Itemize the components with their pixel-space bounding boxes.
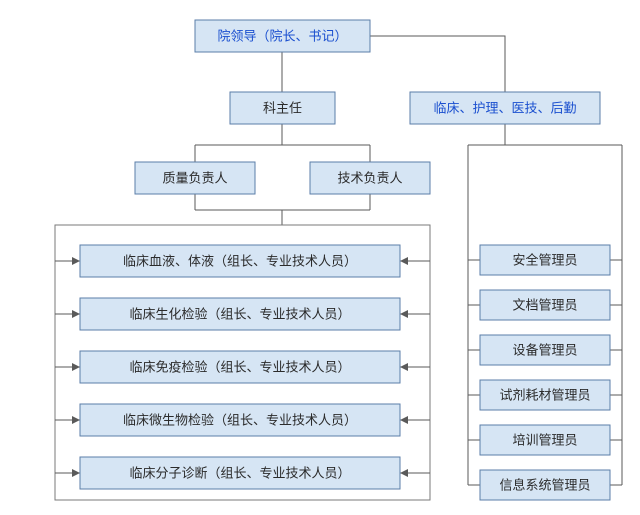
node-clin1-label: 临床血液、体液（组长、专业技术人员） — [123, 253, 357, 268]
node-quality: 质量负责人 — [135, 162, 255, 194]
node-clin5-label: 临床分子诊断（组长、专业技术人员） — [129, 465, 350, 480]
node-side: 临床、护理、医技、后勤 — [410, 92, 600, 124]
node-clin5: 临床分子诊断（组长、专业技术人员） — [80, 457, 400, 489]
node-mgr3: 设备管理员 — [480, 335, 610, 365]
node-clin4-label: 临床微生物检验（组长、专业技术人员） — [123, 412, 357, 427]
node-director: 科主任 — [230, 92, 335, 124]
node-root-label: 院领导（院长、书记） — [217, 28, 347, 43]
node-mgr6-label: 信息系统管理员 — [499, 477, 590, 492]
node-mgr2: 文档管理员 — [480, 290, 610, 320]
node-mgr5-label: 培训管理员 — [512, 432, 577, 447]
node-root: 院领导（院长、书记） — [195, 20, 370, 52]
node-clin4: 临床微生物检验（组长、专业技术人员） — [80, 404, 400, 436]
node-tech-label: 技术负责人 — [337, 170, 402, 185]
node-clin3-label: 临床免疫检验（组长、专业技术人员） — [129, 359, 350, 374]
node-mgr5: 培训管理员 — [480, 425, 610, 455]
org-chart: 院领导（院长、书记） 科主任 临床、护理、医技、后勤 质量负责人 技术负责人 临… — [0, 0, 640, 515]
node-mgr4-label: 试剂耗材管理员 — [499, 387, 590, 402]
node-mgr4: 试剂耗材管理员 — [480, 380, 610, 410]
node-director-label: 科主任 — [263, 100, 302, 115]
node-mgr1-label: 安全管理员 — [512, 252, 577, 267]
edge-root-side — [370, 36, 505, 92]
node-tech: 技术负责人 — [310, 162, 430, 194]
node-mgr3-label: 设备管理员 — [512, 342, 577, 357]
node-clin2-label: 临床生化检验（组长、专业技术人员） — [129, 306, 350, 321]
node-quality-label: 质量负责人 — [162, 170, 227, 185]
node-clin3: 临床免疫检验（组长、专业技术人员） — [80, 351, 400, 383]
node-clin1: 临床血液、体液（组长、专业技术人员） — [80, 245, 400, 277]
node-mgr6: 信息系统管理员 — [480, 470, 610, 500]
node-mgr1: 安全管理员 — [480, 245, 610, 275]
node-clin2: 临床生化检验（组长、专业技术人员） — [80, 298, 400, 330]
node-mgr2-label: 文档管理员 — [512, 297, 577, 312]
node-side-label: 临床、护理、医技、后勤 — [433, 100, 576, 115]
